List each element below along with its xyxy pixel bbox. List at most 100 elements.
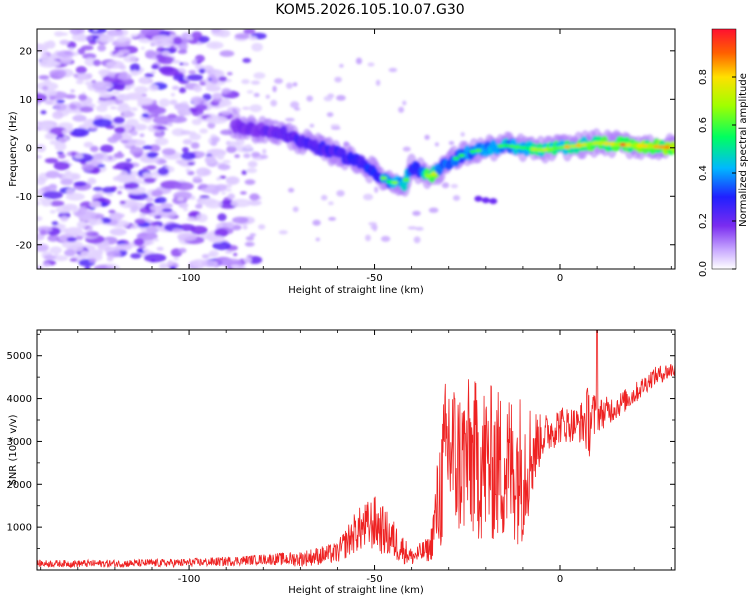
spectrogram-noise-blob bbox=[173, 257, 180, 261]
spectrogram-noise-blob bbox=[130, 253, 142, 259]
spectrogram-noise-blob bbox=[92, 187, 103, 191]
spectrogram-noise-blob bbox=[37, 197, 44, 201]
spectrogram-noise-blob bbox=[54, 141, 67, 151]
spectrogram-noise-blob bbox=[265, 94, 270, 99]
spectrogram-noise-blob bbox=[336, 190, 345, 197]
spectrogram-noise-blob bbox=[330, 124, 340, 128]
spectrogram-noise-blob bbox=[226, 221, 235, 229]
spectrogram-noise-blob bbox=[241, 170, 247, 175]
spectrogram-noise-blob bbox=[365, 234, 371, 242]
spectrogram-noise-blob bbox=[116, 94, 133, 101]
spectrogram-noise-blob bbox=[76, 220, 87, 229]
spectrogram-noise-blob bbox=[380, 235, 391, 242]
spectrogram-noise-blob bbox=[202, 93, 212, 101]
spectrogram-noise-blob bbox=[89, 258, 97, 264]
spectrogram-noise-blob bbox=[173, 36, 183, 45]
spectrogram-noise-blob bbox=[153, 131, 165, 138]
spectrogram-noise-blob bbox=[117, 190, 122, 195]
spectrogram-noise-blob bbox=[49, 209, 56, 214]
spectrogram-noise-blob bbox=[117, 185, 125, 190]
spectrogram-noise-blob bbox=[249, 104, 263, 113]
spectrogram-noise-blob bbox=[112, 165, 121, 170]
spectrogram-noise-blob bbox=[97, 164, 106, 168]
spectrogram-noise-blob bbox=[42, 89, 58, 97]
figure-title: KOM5.2026.105.10.07.G30 bbox=[275, 2, 464, 18]
spectrogram-noise-blob bbox=[214, 228, 229, 238]
spectrogram-noise-blob bbox=[211, 136, 221, 143]
spectrogram-noise-blob bbox=[251, 151, 261, 158]
spectrogram-noise-blob bbox=[374, 186, 379, 193]
spectrogram-noise-blob bbox=[199, 197, 217, 206]
spectrogram-noise-blob bbox=[123, 54, 137, 63]
spectrogram-noise-blob bbox=[38, 122, 55, 132]
spectrogram-noise-blob bbox=[412, 210, 421, 216]
spectrogram-noise-blob bbox=[119, 65, 127, 70]
spectrogram-noise-blob bbox=[339, 64, 344, 68]
spectrogram-noise-blob bbox=[139, 133, 145, 138]
spectrogram-noise-blob bbox=[225, 176, 240, 185]
spectrogram-noise-blob bbox=[71, 32, 87, 42]
spectrogram-noise-blob bbox=[95, 250, 104, 256]
spectrogram-noise-blob bbox=[91, 80, 97, 84]
snr-panel: -100 -50 0 1000 2000 3000 4000 5000 Height of s… bbox=[7, 329, 676, 596]
spectrogram-noise-blob bbox=[56, 151, 64, 155]
spectrogram-noise-blob bbox=[43, 78, 51, 85]
spectrogram-noise-blob bbox=[321, 194, 328, 201]
spectrogram-y-tick-label: 0 bbox=[26, 143, 32, 154]
spectrogram-noise-blob bbox=[114, 126, 126, 134]
spectrogram-noise-blob bbox=[143, 253, 167, 263]
spectrogram-noise-blob bbox=[49, 246, 62, 255]
spectrogram-noise-blob bbox=[278, 230, 288, 235]
spectrogram-noise-blob bbox=[288, 187, 295, 193]
spectrogram-noise-blob bbox=[93, 59, 101, 67]
spectrogram-noise-blob bbox=[112, 132, 123, 141]
spectrogram-noise-blob bbox=[242, 106, 250, 110]
spectrogram-noise-blob bbox=[398, 106, 405, 113]
spectrogram-noise-blob bbox=[195, 203, 203, 209]
spectrogram-noise-blob bbox=[227, 72, 233, 76]
spectrogram-noise-blob bbox=[212, 241, 231, 251]
spectrogram-ridge-core bbox=[519, 145, 527, 150]
spectrogram-noise-blob bbox=[230, 264, 240, 269]
colorbar-tick-label: 0.8 bbox=[698, 69, 709, 85]
spectrogram-noise-blob bbox=[145, 197, 154, 203]
spectrogram-noise-blob bbox=[181, 101, 189, 105]
spectrogram-x-tick-label: -50 bbox=[366, 273, 382, 284]
spectrogram-noise-blob bbox=[106, 193, 114, 197]
spectrogram-noise-blob bbox=[89, 200, 102, 208]
spectrogram-noise-blob bbox=[145, 49, 156, 58]
spectrogram-noise-blob bbox=[190, 195, 196, 200]
spectrogram-noise-blob bbox=[119, 200, 126, 205]
spectrogram-panel: -100 -50 0 20 10 0 -10 -20 Height of straight l… bbox=[8, 28, 749, 296]
spectrogram-noise-blob bbox=[218, 76, 227, 82]
snr-frame bbox=[36, 329, 676, 571]
spectrogram-noise-blob bbox=[40, 198, 52, 207]
spectrogram-noise-blob bbox=[45, 170, 60, 179]
spectrogram-noise-blob bbox=[220, 111, 231, 116]
spectrogram-noise-blob bbox=[53, 161, 70, 171]
spectrogram-noise-blob bbox=[127, 139, 138, 144]
spectrogram-noise-blob bbox=[175, 159, 182, 164]
spectrogram-noise-blob bbox=[178, 43, 188, 50]
spectrogram-noise-blob bbox=[70, 128, 90, 137]
spectrogram-ridge-core bbox=[608, 141, 616, 146]
spectrogram-noise-blob bbox=[130, 170, 139, 177]
colorbar-tick-label: 0.4 bbox=[698, 165, 709, 181]
spectrogram-noise-blob bbox=[152, 238, 160, 242]
spectrogram-noise-blob bbox=[241, 79, 250, 85]
snr-x-tick-label: -100 bbox=[178, 574, 201, 585]
spectrogram-frame bbox=[36, 28, 676, 270]
spectrogram-noise-blob bbox=[117, 213, 125, 218]
spectrogram-noise-blob bbox=[60, 178, 74, 186]
spectrogram-noise-blob bbox=[88, 41, 97, 45]
snr-x-tick-label: 0 bbox=[557, 574, 563, 585]
spectrogram-noise-blob bbox=[160, 67, 179, 76]
spectrogram-noise-blob bbox=[171, 228, 184, 233]
spectrogram-ridge-core bbox=[614, 142, 621, 147]
spectrogram-noise-blob bbox=[407, 226, 417, 230]
spectrogram-noise-blob bbox=[142, 145, 153, 150]
spectrogram-noise-blob bbox=[105, 86, 111, 89]
spectrogram-noise-blob bbox=[243, 257, 252, 264]
spectrogram-noise-blob bbox=[245, 144, 252, 150]
spectrogram-noise-blob bbox=[69, 103, 77, 110]
